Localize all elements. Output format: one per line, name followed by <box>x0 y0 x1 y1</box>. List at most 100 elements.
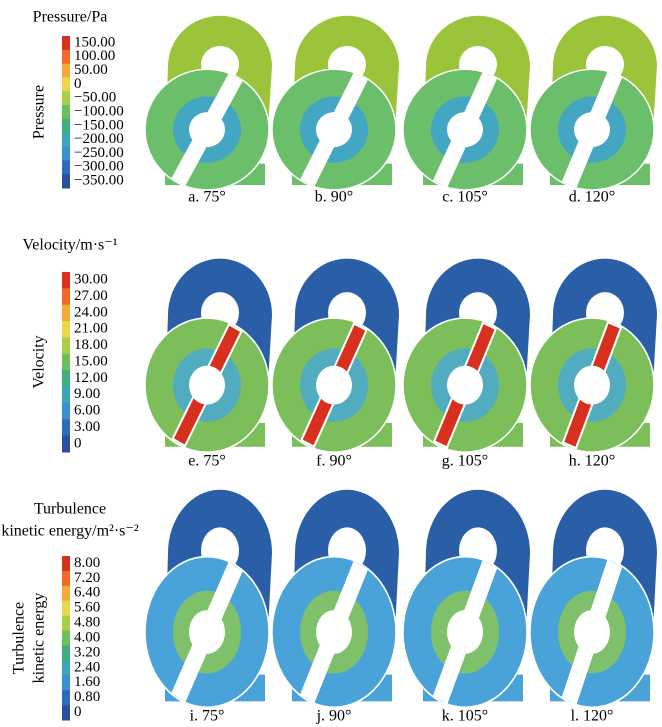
colorbar-tick: 0 <box>74 435 82 451</box>
colorbar-tick: −150.00 <box>74 117 124 133</box>
contour-panel <box>529 15 657 191</box>
colorbar-segment <box>62 337 70 355</box>
axis-label: Turbulence <box>11 602 28 674</box>
colorbar-tick: 2.40 <box>74 659 100 675</box>
panel-caption: f. 90° <box>316 453 352 470</box>
colorbar-tick: −250.00 <box>74 145 124 161</box>
colorbar-segment <box>62 272 70 289</box>
hub <box>574 610 610 654</box>
colorbar-tick: 1.60 <box>74 674 100 690</box>
colorbar-tick: 150.00 <box>74 34 115 50</box>
legend-title: Velocity/m·s⁻¹ <box>22 237 117 254</box>
colorbar-segment <box>62 419 70 437</box>
panel-caption: c. 105° <box>442 189 488 206</box>
colorbar-tick: −100.00 <box>74 103 124 119</box>
contour-panel <box>529 258 657 453</box>
colorbar-segment <box>62 615 70 632</box>
colorbar-tick: 7.20 <box>74 570 100 586</box>
hub <box>447 112 483 148</box>
colorbar-tick: −50.00 <box>74 90 116 106</box>
colorbar-tick: 3.00 <box>74 419 100 435</box>
colorbar-segment <box>62 321 70 338</box>
hub <box>447 365 483 405</box>
colorbar-tick: −200.00 <box>74 131 124 147</box>
contour-panel <box>529 489 657 709</box>
contour-panel <box>144 489 272 709</box>
panel-caption: g. 105° <box>442 453 488 470</box>
colorbar-segment <box>62 49 70 65</box>
colorbar-tick: 30.00 <box>74 272 108 288</box>
colorbar-tick: 9.00 <box>74 386 100 402</box>
colorbar-tick: 4.00 <box>74 629 100 645</box>
panel-caption: k. 105° <box>442 708 488 725</box>
panel-caption: e. 75° <box>188 453 226 470</box>
contour-panel <box>271 15 399 191</box>
hub <box>574 365 610 405</box>
colorbar-segment <box>62 91 70 106</box>
colorbar-segment <box>62 105 70 120</box>
colorbar-segment <box>62 556 70 572</box>
colorbar-segment <box>62 705 70 721</box>
panel-caption: i. 75° <box>190 708 225 725</box>
colorbar-segment <box>62 304 70 322</box>
hub <box>189 112 225 148</box>
colorbar-segment <box>62 600 70 617</box>
colorbar-segment <box>62 570 70 587</box>
colorbar-segment <box>62 288 70 306</box>
colorbar-tick: 8.00 <box>74 555 100 571</box>
colorbar-tick: 12.00 <box>74 370 108 386</box>
hub <box>189 610 225 654</box>
colorbar-segment <box>62 645 70 661</box>
contour-panel <box>271 258 399 453</box>
colorbar-segment <box>62 585 70 602</box>
hub <box>316 112 352 148</box>
colorbar-tick: 18.00 <box>74 337 108 353</box>
colorbar-segment <box>62 386 70 404</box>
colorbar-tick: 27.00 <box>74 288 108 304</box>
colorbar-tick: 3.20 <box>74 644 100 660</box>
colorbar-segment <box>62 160 70 175</box>
legend-title: Turbulence <box>34 501 106 518</box>
axis-label: kinetic energy <box>31 593 48 684</box>
contour-panel <box>271 489 399 709</box>
colorbar-segment <box>62 675 70 691</box>
hub <box>447 610 483 654</box>
colorbar-segment <box>62 435 70 453</box>
colorbar-tick: 0 <box>74 704 82 720</box>
colorbar-tick: 15.00 <box>74 353 108 369</box>
axis-label: Pressure <box>31 85 48 139</box>
colorbar-tick: 6.40 <box>74 585 100 601</box>
colorbar-segment <box>62 77 70 92</box>
colorbar-segment <box>62 402 70 420</box>
colorbar-segment <box>62 118 70 134</box>
panel-caption: l. 120° <box>571 708 614 725</box>
colorbar-segment <box>62 660 70 676</box>
contour-panel <box>144 258 272 453</box>
colorbar-segment <box>62 353 70 371</box>
legend-title: kinetic energy/m²·s⁻² <box>1 523 138 540</box>
colorbar-tick: 5.60 <box>74 600 100 616</box>
colorbar-tick: 50.00 <box>74 62 108 78</box>
contour-panel <box>402 489 530 709</box>
hub <box>574 112 610 148</box>
contour-panel <box>402 258 530 453</box>
colorbar-tick: 0.80 <box>74 689 100 705</box>
colorbar-segment <box>62 690 70 706</box>
panel-caption: d. 120° <box>569 189 615 206</box>
colorbar-segment <box>62 630 70 646</box>
colorbar-segment <box>62 132 70 148</box>
panel-caption: j. 90° <box>316 708 352 725</box>
colorbar-segment <box>62 370 70 388</box>
panel-caption: h. 120° <box>569 453 615 470</box>
colorbar-tick: 0 <box>74 76 82 92</box>
colorbar-tick: 100.00 <box>74 48 115 64</box>
legend-title: Pressure/Pa <box>33 9 108 26</box>
colorbar-tick: 21.00 <box>74 321 108 337</box>
colorbar-segment <box>62 146 70 161</box>
hub <box>316 610 352 654</box>
colorbar-segment <box>62 174 70 189</box>
panel-caption: b. 90° <box>315 189 353 206</box>
contour-panel <box>144 15 272 191</box>
hub <box>189 365 225 405</box>
colorbar-tick: 24.00 <box>74 304 108 320</box>
